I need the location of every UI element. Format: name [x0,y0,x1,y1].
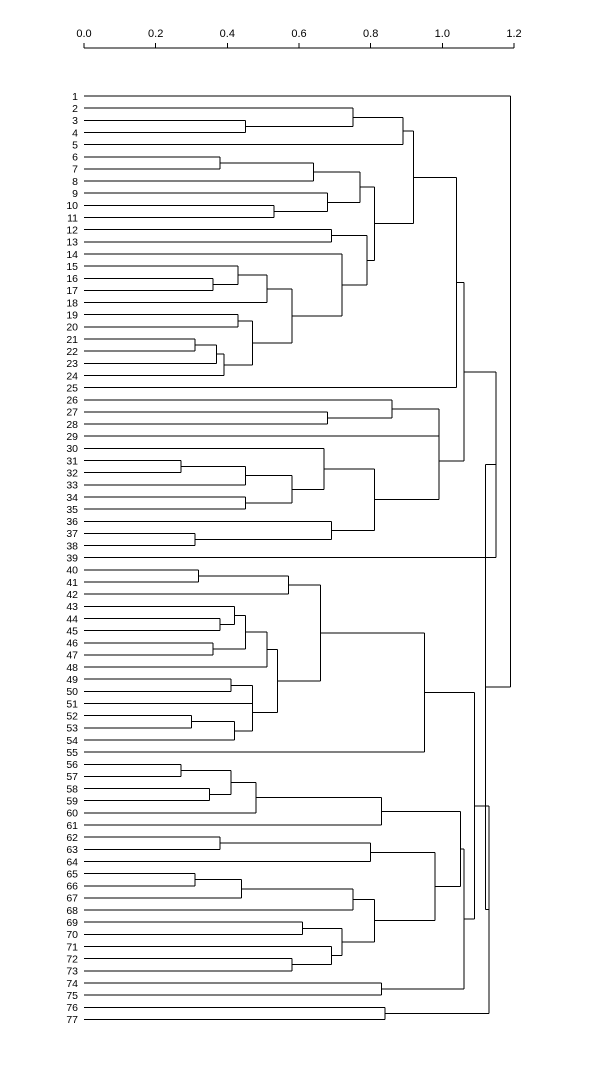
leaf-label-15: 15 [66,261,78,273]
leaf-label-43: 43 [66,601,78,613]
leaf-labels: 1234567891011121314151617181920212223242… [66,91,78,1026]
leaf-label-7: 7 [72,164,78,176]
leaf-label-54: 54 [66,735,78,747]
leaf-label-8: 8 [72,176,78,188]
leaf-label-51: 51 [66,698,78,710]
leaf-label-38: 38 [66,540,78,552]
leaf-label-71: 71 [66,941,78,953]
leaf-label-35: 35 [66,504,78,516]
leaf-label-24: 24 [66,370,78,382]
leaf-label-14: 14 [66,249,78,261]
leaf-label-65: 65 [66,868,78,880]
leaf-label-12: 12 [66,224,78,236]
leaf-label-25: 25 [66,382,78,394]
leaf-label-45: 45 [66,625,78,637]
x-axis: 0.0 0.2 0.4 0.6 0.8 1.0 1.2 [76,28,522,49]
leaf-label-66: 66 [66,881,78,893]
leaf-label-74: 74 [66,978,78,990]
leaf-label-6: 6 [72,152,78,164]
leaf-label-28: 28 [66,419,78,431]
x-tick-label: 1.2 [506,28,521,40]
leaf-label-61: 61 [66,820,78,832]
leaf-label-49: 49 [66,674,78,686]
x-tick-label: 0.2 [148,28,163,40]
leaf-label-47: 47 [66,650,78,662]
leaf-label-10: 10 [66,200,78,212]
leaf-label-41: 41 [66,577,78,589]
leaf-label-69: 69 [66,917,78,929]
leaf-label-44: 44 [66,613,78,625]
leaf-label-4: 4 [72,127,78,139]
leaf-label-34: 34 [66,492,78,504]
leaf-label-59: 59 [66,796,78,808]
leaf-label-13: 13 [66,237,78,249]
leaf-label-72: 72 [66,953,78,965]
leaf-label-50: 50 [66,686,78,698]
leaf-label-55: 55 [66,747,78,759]
leaf-label-77: 77 [66,1014,78,1026]
leaf-label-70: 70 [66,929,78,941]
leaf-label-2: 2 [72,103,78,115]
leaf-label-42: 42 [66,589,78,601]
leaf-label-58: 58 [66,783,78,795]
leaf-label-52: 52 [66,710,78,722]
leaf-label-63: 63 [66,844,78,856]
leaf-label-26: 26 [66,395,78,407]
x-tick-label: 1.0 [435,28,450,40]
leaf-label-39: 39 [66,553,78,565]
leaf-label-17: 17 [66,285,78,297]
leaf-label-1: 1 [72,91,78,103]
leaf-label-73: 73 [66,966,78,978]
leaf-label-76: 76 [66,1002,78,1014]
dendrogram-branches [84,95,511,1020]
leaf-label-64: 64 [66,856,78,868]
leaf-label-16: 16 [66,273,78,285]
leaf-label-37: 37 [66,528,78,540]
leaf-label-48: 48 [66,662,78,674]
leaf-label-33: 33 [66,480,78,492]
leaf-label-23: 23 [66,358,78,370]
leaf-label-29: 29 [66,431,78,443]
leaf-label-67: 67 [66,893,78,905]
x-tick-label: 0.4 [220,28,235,40]
leaf-label-30: 30 [66,443,78,455]
leaf-label-31: 31 [66,455,78,467]
leaf-label-40: 40 [66,565,78,577]
leaf-label-19: 19 [66,310,78,322]
leaf-label-18: 18 [66,297,78,309]
leaf-label-62: 62 [66,832,78,844]
leaf-label-27: 27 [66,407,78,419]
leaf-label-3: 3 [72,115,78,127]
leaf-label-75: 75 [66,990,78,1002]
leaf-label-46: 46 [66,638,78,650]
leaf-label-36: 36 [66,516,78,528]
leaf-label-21: 21 [66,334,78,346]
leaf-label-11: 11 [67,212,78,224]
leaf-label-68: 68 [66,905,78,917]
leaf-label-20: 20 [66,322,78,334]
leaf-label-9: 9 [72,188,78,200]
x-tick-label: 0.0 [76,28,91,40]
leaf-label-32: 32 [66,467,78,479]
leaf-label-22: 22 [66,346,78,358]
leaf-label-57: 57 [66,771,78,783]
leaf-label-53: 53 [66,723,78,735]
x-tick-label: 0.6 [291,28,306,40]
leaf-label-56: 56 [66,759,78,771]
x-tick-label: 0.8 [363,28,378,40]
leaf-label-60: 60 [66,808,78,820]
leaf-label-5: 5 [72,139,78,151]
